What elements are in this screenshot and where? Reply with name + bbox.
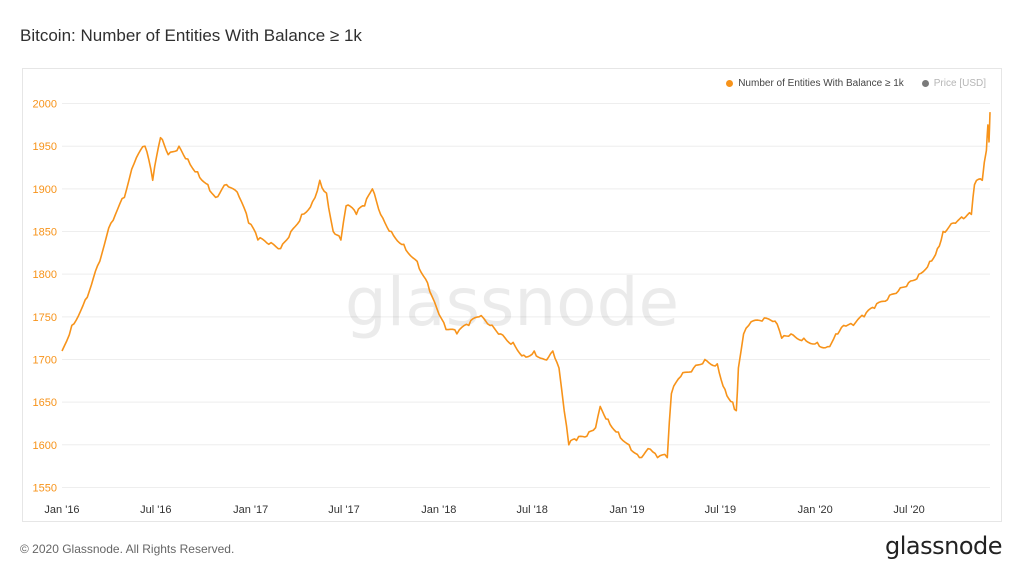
legend-dot-icon xyxy=(921,80,929,87)
x-axis: Jan '16 Jul '16 Jan '17 Jul '17 Jan '18 Jul '… xyxy=(44,504,924,516)
y-tick-label: 2000 xyxy=(33,99,57,111)
chart-watermark: glassnode xyxy=(345,264,679,341)
legend-label: Price [USD] xyxy=(933,78,986,89)
x-tick-label: Jul '20 xyxy=(893,504,924,516)
series-line-entities xyxy=(61,112,991,459)
y-tick-label: 1600 xyxy=(33,440,57,452)
x-tick-label: Jul '18 xyxy=(516,504,547,516)
y-tick-label: 1750 xyxy=(33,312,57,324)
legend-item-entities[interactable]: Number of Entities With Balance ≥ 1k xyxy=(726,78,904,89)
legend-dot-icon xyxy=(726,80,734,87)
x-tick-label: Jan '17 xyxy=(233,504,268,516)
y-tick-label: 1650 xyxy=(33,397,57,409)
y-tick-label: 1950 xyxy=(33,141,57,153)
copyright-text: © 2020 Glassnode. All Rights Reserved. xyxy=(20,542,235,556)
chart-grid xyxy=(62,103,990,488)
brand-logo: glassnode xyxy=(884,532,1003,560)
y-tick-label: 1850 xyxy=(33,227,57,239)
y-tick-label: 1900 xyxy=(33,184,57,196)
y-tick-label: 1700 xyxy=(33,354,57,366)
x-tick-label: Jul '19 xyxy=(705,504,736,516)
x-tick-label: Jul '17 xyxy=(328,504,359,516)
y-tick-label: 1800 xyxy=(33,269,57,281)
x-tick-label: Jan '20 xyxy=(798,504,833,516)
x-tick-label: Jan '19 xyxy=(609,504,644,516)
y-axis: 1550 1600 1650 1700 1750 1800 1850 1900 1950 2000 xyxy=(33,99,57,495)
legend-item-price[interactable]: Price [USD] xyxy=(921,78,986,89)
chart-legend: Number of Entities With Balance ≥ 1k Pri… xyxy=(726,78,986,89)
x-tick-label: Jan '18 xyxy=(421,504,456,516)
y-tick-label: 1550 xyxy=(33,482,57,494)
page-title: Bitcoin: Number of Entities With Balance… xyxy=(20,26,362,45)
x-tick-label: Jul '16 xyxy=(140,504,171,516)
x-tick-label: Jan '16 xyxy=(44,504,79,516)
chart-panel xyxy=(22,68,1002,522)
legend-label: Number of Entities With Balance ≥ 1k xyxy=(738,78,904,89)
